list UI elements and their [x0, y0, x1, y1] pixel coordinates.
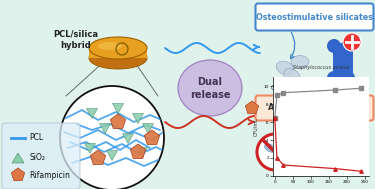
- Polygon shape: [99, 123, 111, 133]
- Text: PCL: PCL: [29, 133, 43, 143]
- Text: Rifampicin: Rifampicin: [29, 170, 70, 180]
- Polygon shape: [130, 144, 146, 158]
- Ellipse shape: [291, 56, 309, 68]
- Text: PCL/silica
hybrid: PCL/silica hybrid: [54, 30, 99, 50]
- Ellipse shape: [264, 144, 276, 152]
- Text: Osteoblasts: Osteoblasts: [270, 85, 310, 91]
- Polygon shape: [123, 133, 134, 143]
- FancyBboxPatch shape: [89, 46, 147, 58]
- Polygon shape: [106, 150, 117, 160]
- Polygon shape: [12, 153, 24, 163]
- Ellipse shape: [274, 151, 286, 159]
- Circle shape: [327, 71, 341, 85]
- Ellipse shape: [89, 47, 147, 69]
- Polygon shape: [110, 114, 126, 129]
- Polygon shape: [90, 150, 106, 164]
- Text: SiO₂: SiO₂: [29, 153, 45, 163]
- Y-axis label: CFU/mL: CFU/mL: [253, 117, 258, 136]
- FancyBboxPatch shape: [2, 123, 80, 189]
- Polygon shape: [245, 101, 259, 114]
- Circle shape: [341, 39, 355, 53]
- Polygon shape: [132, 114, 144, 123]
- Ellipse shape: [98, 42, 122, 50]
- Circle shape: [60, 86, 164, 189]
- FancyBboxPatch shape: [255, 95, 374, 121]
- Polygon shape: [136, 147, 147, 157]
- Circle shape: [257, 134, 293, 170]
- Title: Staphylococcus aureus: Staphylococcus aureus: [292, 65, 349, 70]
- Text: release: release: [190, 90, 230, 100]
- Polygon shape: [87, 108, 98, 119]
- FancyBboxPatch shape: [333, 43, 353, 81]
- Ellipse shape: [276, 61, 294, 75]
- Circle shape: [343, 33, 361, 51]
- Text: Osteostimulative silicates: Osteostimulative silicates: [255, 13, 372, 22]
- FancyBboxPatch shape: [255, 4, 374, 30]
- Ellipse shape: [284, 69, 300, 83]
- Polygon shape: [11, 168, 25, 181]
- Text: Dual: Dual: [198, 77, 222, 87]
- Polygon shape: [112, 104, 123, 114]
- Circle shape: [327, 39, 341, 53]
- Text: Antibiotic rifampicin: Antibiotic rifampicin: [268, 104, 360, 112]
- Polygon shape: [142, 123, 153, 133]
- Polygon shape: [144, 130, 160, 144]
- Ellipse shape: [178, 60, 242, 116]
- Polygon shape: [84, 143, 96, 153]
- Ellipse shape: [89, 37, 147, 59]
- Circle shape: [341, 71, 355, 85]
